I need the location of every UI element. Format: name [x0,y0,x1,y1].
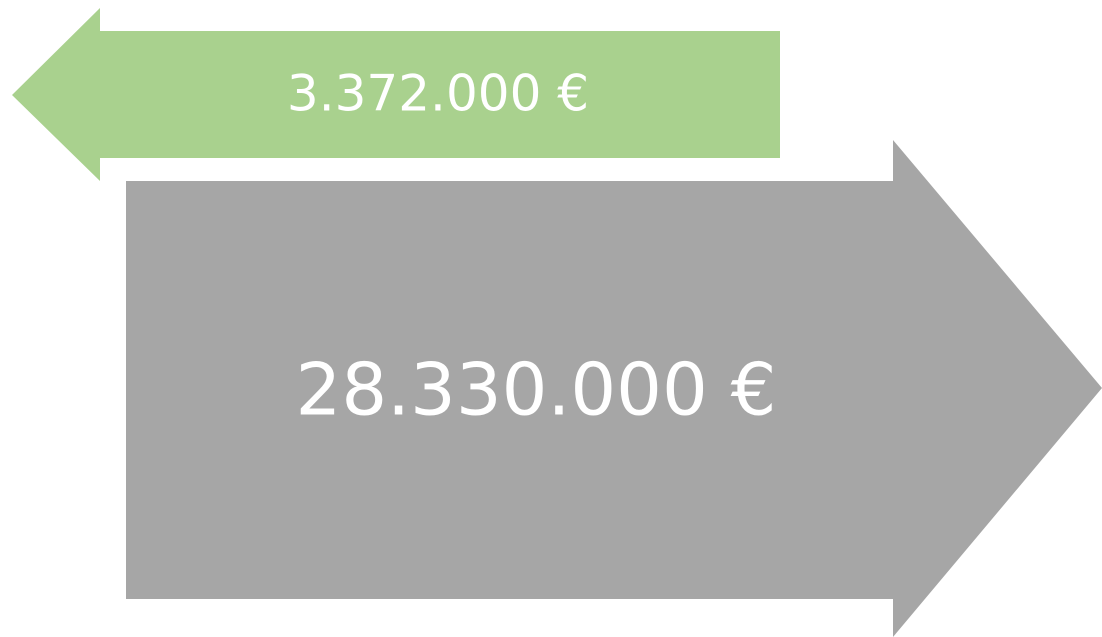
gray-arrow [126,140,1102,637]
gray-arrow-label: 28.330.000 € [296,348,777,432]
green-arrow [12,8,780,181]
green-arrow-label: 3.372.000 € [287,65,589,123]
